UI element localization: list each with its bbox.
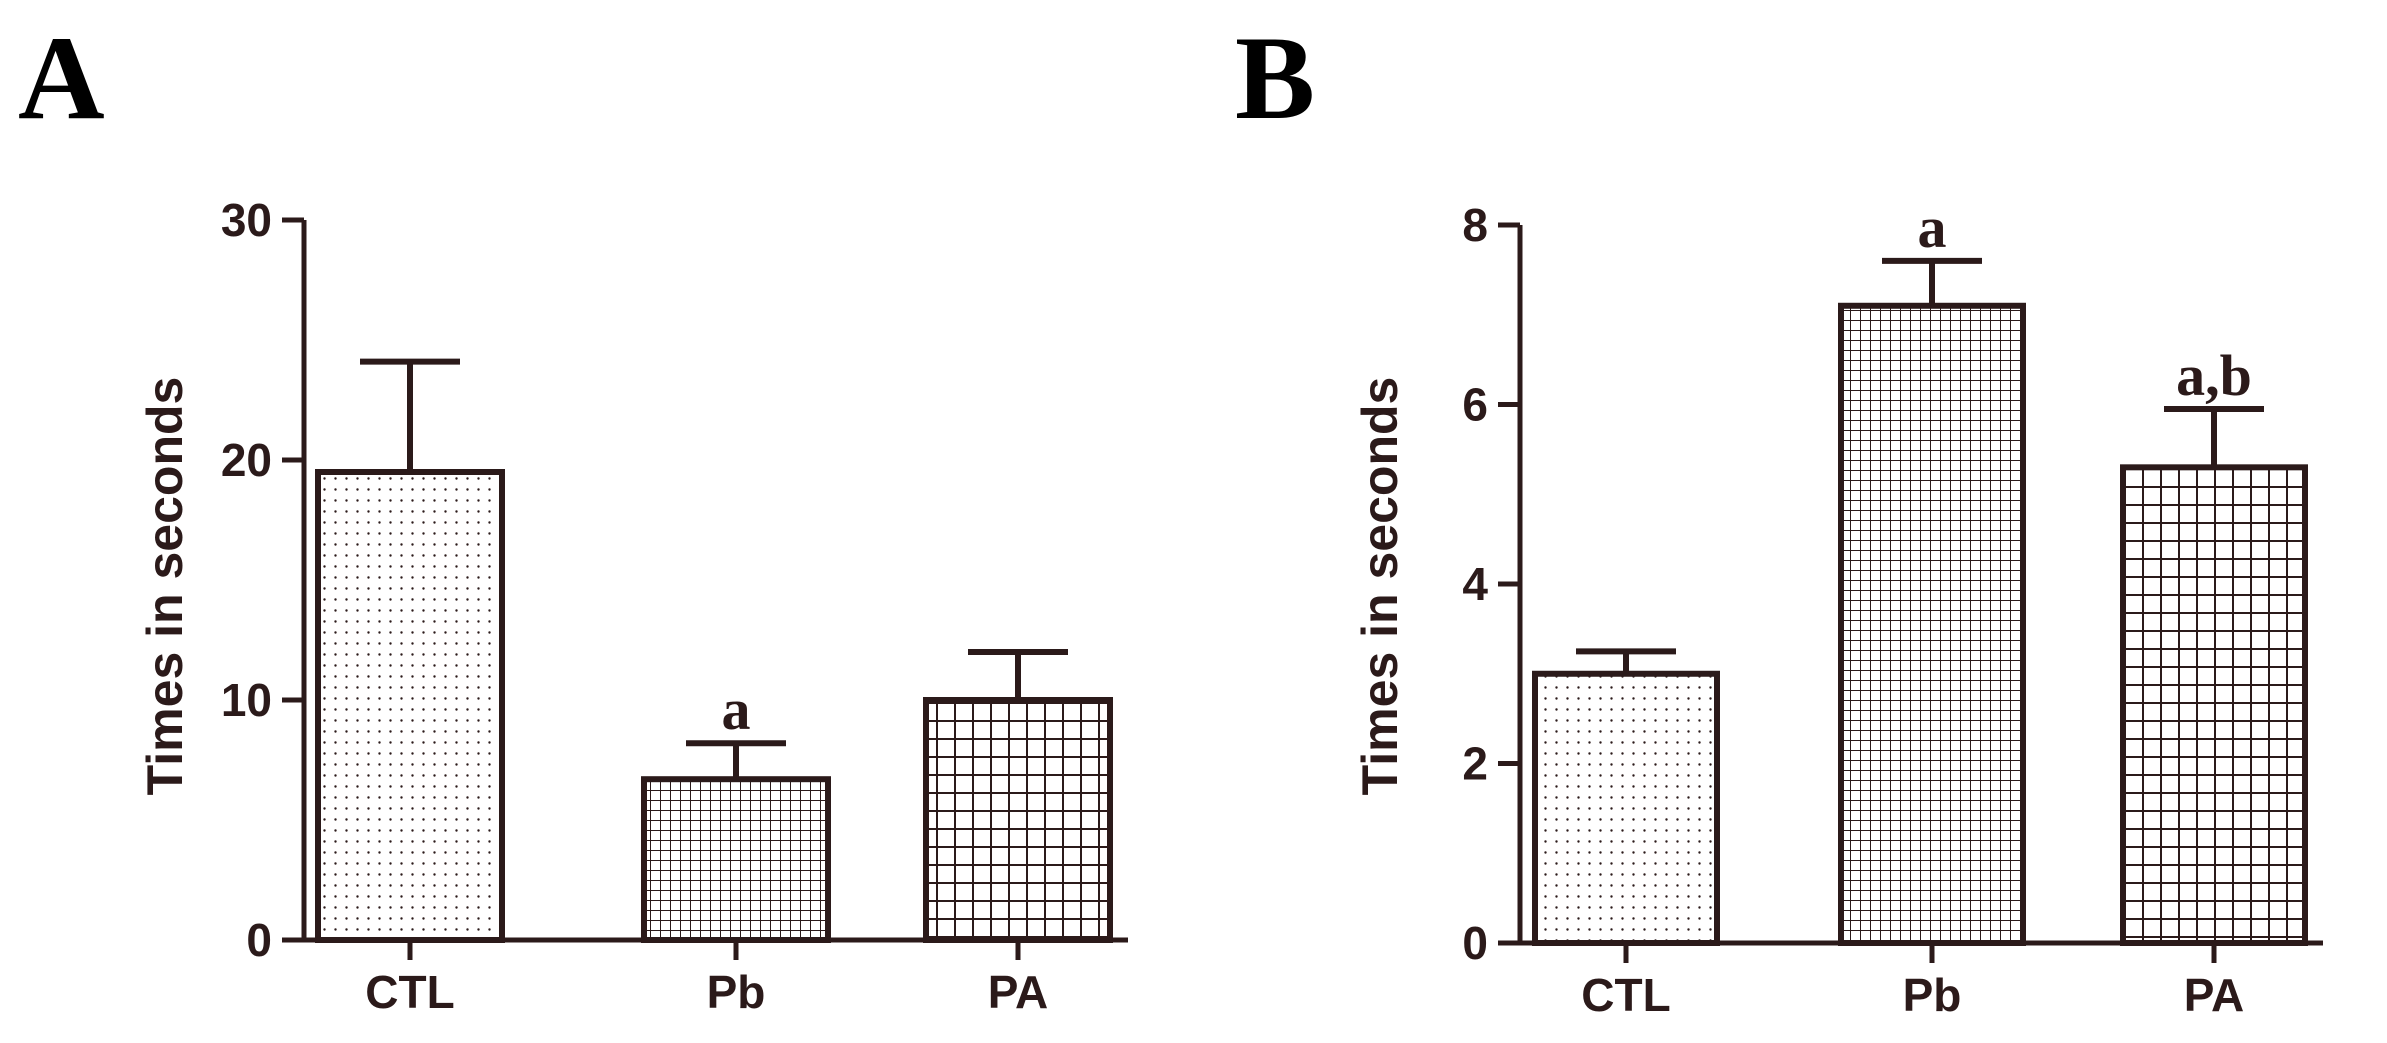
x-tick-label: CTL [365,966,454,1018]
y-tick-label: 0 [246,914,272,966]
y-tick-label: 30 [221,194,272,246]
y-tick-label: 6 [1462,379,1488,431]
x-tick-label: PA [988,966,1049,1018]
chart-panel-a: A Times in seconds 0 10 20 30 CTL Pb a PA [18,11,1128,1018]
significance-label: a [1918,195,1947,260]
chart-panel-b: B Times in seconds 0 2 4 6 8 CTL Pb a PA a,b [1235,11,2323,1021]
x-tick-label: PA [2184,969,2245,1021]
y-tick-label: 0 [1462,917,1488,969]
bar [923,697,1113,943]
bar [2120,464,2308,946]
y-tick-label: 10 [221,674,272,726]
y-tick-label: 2 [1462,738,1488,790]
bar [1532,670,1720,946]
significance-label: a [722,677,751,742]
panel-label: A [18,11,105,144]
y-tick-label: 8 [1462,199,1488,251]
y-axis-title: Times in seconds [1352,377,1408,796]
significance-label: a,b [2176,343,2252,408]
bar [641,776,831,944]
y-tick-label: 4 [1462,558,1488,610]
y-tick-label: 20 [221,434,272,486]
x-tick-label: Pb [707,966,766,1018]
panel-label: B [1235,11,1315,144]
x-tick-label: Pb [1903,969,1962,1021]
y-axis-title: Times in seconds [137,377,193,796]
x-tick-label: CTL [1581,969,1670,1021]
bar [1838,302,2026,946]
bar [315,469,505,943]
